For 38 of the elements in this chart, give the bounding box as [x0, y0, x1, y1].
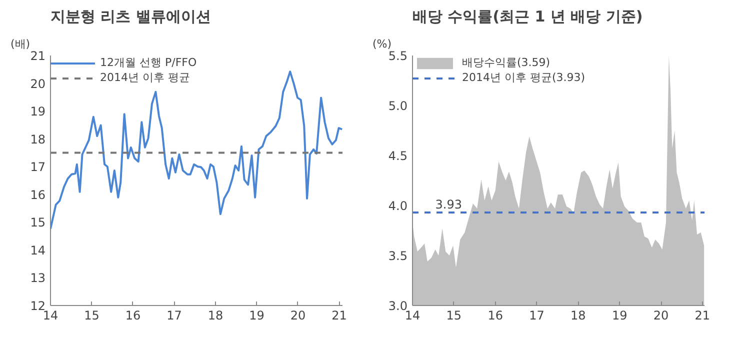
- y-tick-label: 4.5: [388, 149, 408, 163]
- y-tick-label: 14: [30, 243, 46, 258]
- y-tick-label: 21: [30, 49, 46, 63]
- y-tick-label: 16: [30, 188, 46, 202]
- y-axis-title: (배): [10, 38, 30, 50]
- legend-label: 12개월 선행 P/FFO: [100, 55, 197, 70]
- x-tick-label: 16: [125, 308, 141, 322]
- x-tick-label: 21: [332, 308, 347, 322]
- y-tick-label: 5.5: [388, 49, 408, 63]
- y-tick-label: 19: [30, 104, 46, 119]
- x-tick-label: 20: [653, 308, 669, 322]
- x-tick-label: 16: [488, 308, 503, 322]
- x-tick-label: 17: [166, 308, 182, 322]
- x-tick-label: 15: [446, 308, 462, 322]
- y-tick-label: 15: [30, 216, 46, 230]
- x-tick-label: 19: [249, 308, 264, 322]
- x-tick-label: 18: [570, 308, 586, 322]
- y-tick-label: 5.0: [388, 99, 408, 113]
- y-tick-label: 3.5: [388, 249, 408, 263]
- x-tick-label: 17: [529, 308, 544, 322]
- legend-label: 2014년 이후 평균(3.93): [462, 70, 586, 85]
- y-tick-label: 18: [30, 132, 46, 146]
- legend-label: 배당수익률(3.59): [462, 55, 550, 70]
- annotation: 3.93: [435, 198, 462, 212]
- x-tick-label: 19: [612, 308, 628, 322]
- y-tick-label: 4.0: [388, 199, 408, 213]
- y-tick-label: 17: [30, 160, 46, 174]
- x-tick-label: 15: [84, 308, 100, 322]
- y-axis-title: (%): [372, 38, 392, 50]
- y-tick-label: 20: [30, 76, 46, 91]
- x-tick-label: 21: [694, 308, 710, 322]
- legend-label: 2014년 이후 평균: [100, 70, 190, 85]
- chart-title: 지분형 리츠 밸류에이션: [50, 8, 211, 26]
- x-tick-label: 20: [290, 308, 306, 322]
- chart-title: 배당 수익률(최근 1 년 배당 기준): [412, 8, 643, 26]
- x-tick-label: 18: [208, 308, 224, 322]
- line-series: [50, 70, 342, 230]
- y-tick-label: 13: [30, 271, 46, 286]
